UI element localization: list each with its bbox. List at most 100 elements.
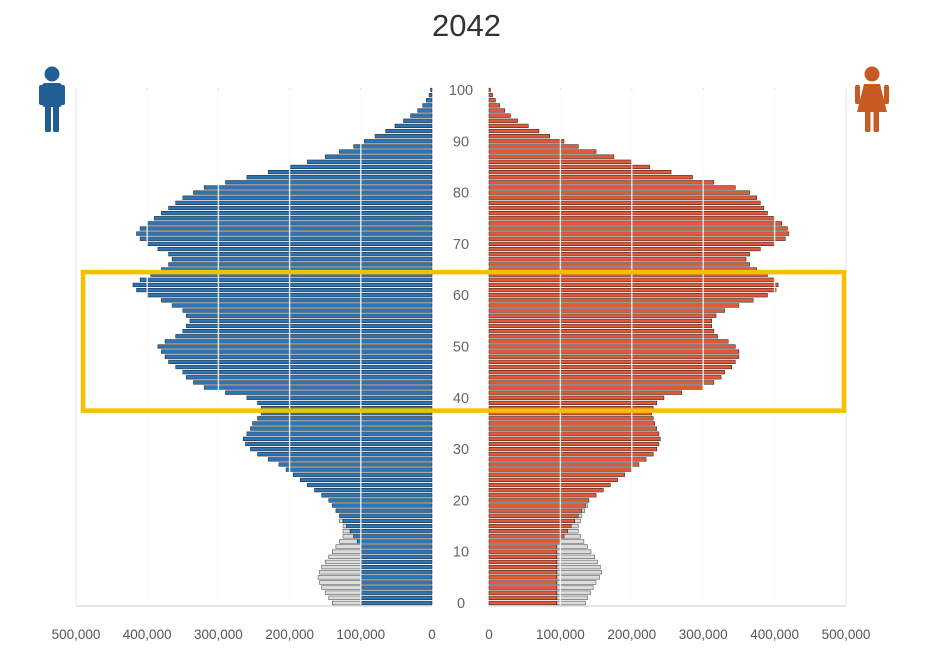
male-bar	[426, 98, 433, 103]
male-projected-bar	[335, 544, 362, 549]
age-tick-label: 50	[453, 340, 469, 356]
male-bar	[292, 472, 433, 477]
female-bar	[488, 385, 704, 390]
female-bar	[488, 477, 618, 482]
age-tick-label: 70	[453, 237, 469, 253]
female-bar	[488, 575, 558, 580]
male-person-icon	[39, 66, 65, 132]
male-bar	[164, 354, 433, 359]
male-bar	[252, 421, 433, 426]
male-bar	[385, 128, 433, 134]
male-bar	[186, 375, 433, 380]
female-bar	[488, 128, 540, 134]
female-bar	[488, 149, 597, 154]
female-bar	[488, 123, 529, 129]
male-bar	[136, 231, 433, 236]
male-bar	[193, 380, 433, 385]
male-bar	[168, 205, 433, 211]
female-bar	[488, 113, 511, 118]
male-projected-bar	[328, 595, 362, 601]
female-bar	[488, 482, 611, 488]
female-bar	[488, 595, 558, 600]
male-projected-bar	[339, 518, 344, 524]
age-tick-label: 100	[449, 83, 473, 99]
female-bar	[488, 205, 765, 211]
age-tick-label: 80	[453, 186, 469, 202]
x-tick-label-left: 300,000	[194, 627, 243, 642]
female-bar	[488, 503, 586, 508]
female-bar	[488, 600, 558, 606]
female-bar	[488, 313, 717, 318]
male-bar	[422, 103, 433, 108]
male-bar	[175, 364, 433, 370]
x-tick-label-right: 500,000	[822, 627, 871, 642]
male-bar	[307, 159, 433, 164]
female-bar	[488, 144, 579, 149]
x-tick-label-left: 100,000	[336, 627, 385, 642]
female-bar	[488, 221, 782, 226]
x-tick-label-left: 0	[428, 627, 436, 642]
female-projected-bar	[585, 503, 588, 508]
female-projected-bar	[556, 564, 601, 570]
female-bar	[488, 231, 790, 236]
male-bar	[245, 441, 433, 447]
male-bar	[360, 549, 433, 554]
female-bar	[488, 590, 558, 595]
male-bar	[346, 523, 433, 529]
male-bar	[430, 87, 433, 93]
chart-title: 2042	[432, 8, 501, 43]
male-bar	[307, 482, 433, 488]
male-bar	[328, 498, 433, 503]
male-bar	[193, 190, 433, 195]
female-bar	[488, 421, 655, 426]
female-bar	[488, 364, 733, 370]
male-bar	[360, 559, 433, 565]
male-bar	[161, 298, 433, 303]
x-tick-label-left: 400,000	[123, 627, 172, 642]
female-bar	[488, 508, 583, 513]
age-tick-label: 20	[453, 493, 469, 509]
female-bar	[488, 539, 561, 544]
female-bar	[488, 103, 500, 108]
female-bar	[488, 513, 579, 518]
female-projected-bar	[556, 570, 602, 575]
female-bar	[488, 436, 661, 441]
female-bar	[488, 544, 558, 549]
male-bar	[225, 390, 433, 395]
male-bar	[360, 600, 433, 606]
female-projected-bar	[556, 590, 591, 595]
female-bar	[488, 108, 505, 113]
male-bar	[257, 452, 433, 457]
female-bar	[488, 329, 715, 334]
female-bar	[488, 293, 768, 298]
male-bar	[168, 359, 433, 364]
male-bar	[139, 277, 433, 282]
age-tick-label: 40	[453, 391, 469, 407]
male-bar	[182, 308, 433, 313]
female-bar	[488, 452, 654, 457]
male-bar	[360, 575, 433, 580]
female-bar	[488, 441, 660, 447]
female-bar	[488, 134, 550, 139]
male-bar	[175, 334, 433, 339]
male-projected-bar	[332, 549, 362, 554]
male-bar	[161, 211, 433, 216]
female-bar	[488, 175, 693, 180]
male-bar	[186, 313, 433, 318]
female-bar	[488, 447, 658, 452]
female-bar	[488, 457, 647, 462]
female-projected-bar	[556, 595, 588, 601]
age-tick-label: 60	[453, 288, 469, 304]
x-tick-label-right: 200,000	[607, 627, 656, 642]
male-bar	[203, 185, 433, 190]
male-bar	[349, 529, 433, 534]
male-projected-bar	[342, 529, 351, 534]
male-bar	[428, 93, 433, 98]
male-bar	[285, 467, 433, 472]
male-bar	[136, 287, 433, 293]
bars	[132, 87, 790, 606]
female-bar	[488, 344, 736, 349]
female-bar	[488, 498, 590, 503]
female-bar	[488, 287, 777, 293]
female-bar	[488, 226, 788, 231]
